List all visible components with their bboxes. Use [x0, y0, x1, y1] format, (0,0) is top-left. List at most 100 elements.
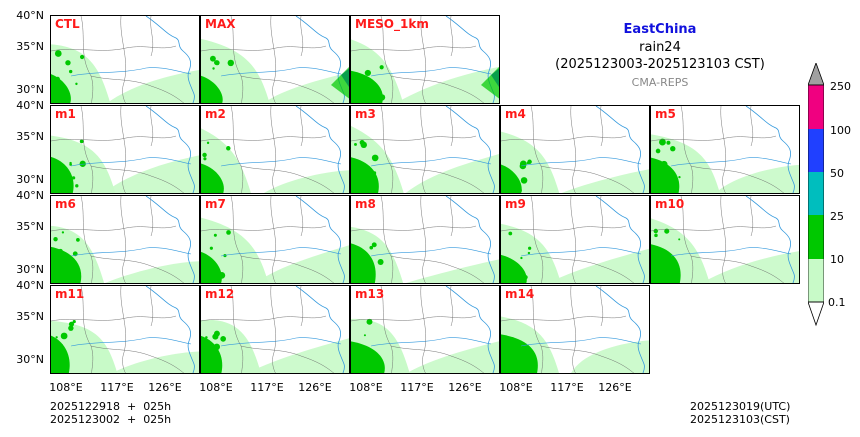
- coastline: [145, 106, 195, 193]
- colorbar-under-arrow: [807, 301, 825, 327]
- rain-cell: [368, 258, 372, 261]
- province-boundary: [351, 225, 477, 232]
- rain-cell: [68, 321, 75, 327]
- longitude-label: 108°E: [349, 381, 383, 394]
- longitude-label: 108°E: [199, 381, 233, 394]
- colorbar-label-50: 50: [830, 167, 844, 180]
- province-boundary: [240, 165, 334, 193]
- valid-time-utc: 2025123019(UTC): [690, 400, 791, 413]
- river: [220, 247, 342, 257]
- longitude-label: 126°E: [448, 381, 482, 394]
- province-boundary: [150, 106, 154, 147]
- coastline: [145, 16, 195, 103]
- rain-cell: [65, 60, 71, 66]
- map-canvas: [351, 106, 499, 193]
- rain-cell: [515, 338, 518, 342]
- river: [370, 337, 492, 347]
- rain-cell: [220, 336, 227, 342]
- coastline: [145, 286, 195, 373]
- province-boundary: [450, 16, 454, 57]
- river: [70, 247, 192, 257]
- colorbar: [807, 61, 825, 328]
- rain-cell: [512, 351, 515, 354]
- colorbar-bin-100: [808, 129, 824, 172]
- map-canvas: [351, 286, 499, 373]
- colorbar-bin-10: [808, 259, 824, 302]
- rain-moderate-area: [501, 334, 538, 373]
- river: [220, 67, 342, 77]
- province-boundary: [80, 286, 94, 373]
- longitude-label: 117°E: [550, 381, 584, 394]
- province-boundary: [120, 196, 126, 283]
- rain-cell: [75, 82, 78, 86]
- rain-cell: [378, 94, 386, 101]
- rain-cell: [212, 86, 218, 92]
- province-boundary: [300, 286, 304, 327]
- province-boundary: [150, 16, 154, 57]
- panel-label: m11: [55, 287, 85, 301]
- province-boundary: [90, 345, 184, 373]
- province-boundary: [230, 106, 244, 193]
- map-canvas: [351, 16, 499, 103]
- province-boundary: [380, 16, 394, 103]
- panel-label: m6: [55, 197, 76, 211]
- panel-label: CTL: [55, 17, 80, 31]
- rain-cell: [366, 318, 373, 325]
- map-panel: m4: [500, 105, 650, 194]
- init-time-cst: 2025123002 + 025h: [50, 413, 172, 426]
- river: [70, 157, 192, 167]
- province-boundary: [570, 286, 576, 373]
- map-panel: m13: [350, 285, 500, 374]
- map-panel: m5: [650, 105, 800, 194]
- rain-cell: [69, 163, 72, 166]
- panel-label: m2: [205, 107, 226, 121]
- rain-cell: [72, 320, 76, 324]
- province-boundary: [201, 315, 327, 322]
- rain-light-band: [715, 164, 799, 193]
- rain-cell: [364, 71, 369, 75]
- rain-cell: [227, 59, 234, 67]
- rain-cell: [664, 228, 670, 234]
- map-panel: m11: [50, 285, 200, 374]
- longitude-label: 108°E: [499, 381, 533, 394]
- rain-cell: [678, 175, 681, 179]
- rain-moderate-area: [51, 335, 70, 373]
- rain-cell: [660, 160, 668, 168]
- river: [70, 337, 192, 347]
- rain-light-band: [255, 245, 349, 283]
- rain-cell: [71, 176, 76, 180]
- province-boundary: [270, 286, 276, 373]
- colorbar-bin-250: [808, 85, 824, 129]
- map-panel: MESO_1km: [350, 15, 500, 104]
- river: [370, 157, 492, 167]
- province-boundary: [80, 196, 94, 283]
- colorbar-label-250: 250: [830, 80, 851, 93]
- rain-moderate-area: [651, 157, 680, 193]
- coastline: [445, 196, 495, 283]
- rain-moderate-area: [51, 246, 82, 283]
- province-boundary: [530, 286, 544, 373]
- map-panel: MAX: [200, 15, 350, 104]
- rain-moderate-area: [201, 335, 223, 373]
- province-boundary: [651, 135, 777, 142]
- province-boundary: [240, 255, 334, 283]
- rain-cell: [203, 157, 207, 161]
- rain-light-band: [105, 261, 199, 283]
- rain-cell: [214, 60, 220, 66]
- rain-light-band: [405, 153, 499, 193]
- province-boundary: [380, 196, 394, 283]
- province-boundary: [720, 196, 726, 283]
- rain-moderate-area: [201, 163, 224, 193]
- latitude-label: 30°N: [16, 173, 44, 186]
- rain-cell: [520, 177, 528, 184]
- map-canvas: [651, 196, 799, 283]
- colorbar-label-25: 25: [830, 210, 844, 223]
- variable-title: rain24: [639, 40, 681, 55]
- province-boundary: [120, 286, 126, 373]
- rain-moderate-area: [201, 75, 223, 103]
- rain-cell: [520, 256, 523, 260]
- longitude-label: 117°E: [100, 381, 134, 394]
- rain-cell: [524, 347, 530, 353]
- rain-cell: [75, 184, 79, 188]
- rain-light-band: [107, 70, 199, 103]
